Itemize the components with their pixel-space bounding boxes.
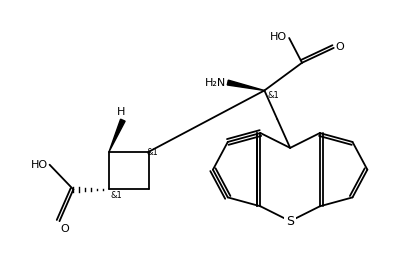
Text: O: O	[60, 224, 69, 234]
Text: H₂N: H₂N	[204, 78, 226, 87]
Text: HO: HO	[31, 160, 47, 170]
Text: H: H	[117, 107, 125, 117]
Text: &1: &1	[111, 191, 123, 200]
Text: O: O	[336, 42, 344, 52]
Text: &1: &1	[267, 92, 279, 100]
Polygon shape	[227, 80, 264, 90]
Text: HO: HO	[270, 32, 287, 42]
Text: S: S	[286, 215, 294, 228]
Polygon shape	[109, 119, 125, 152]
Text: &1: &1	[147, 148, 158, 157]
